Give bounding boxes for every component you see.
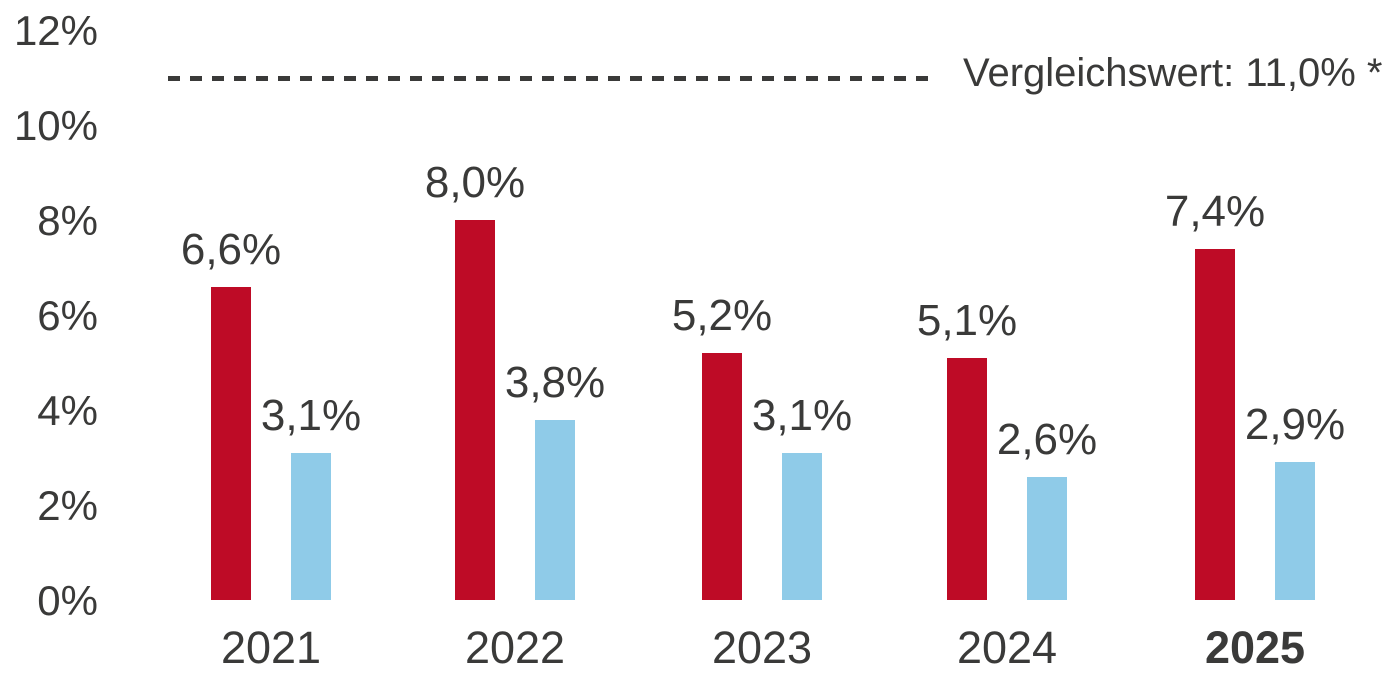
y-axis-tick-label: 2%: [37, 482, 98, 529]
x-axis-category-label-2023: 2023: [711, 622, 813, 673]
bar-2023-primary: [702, 353, 742, 600]
bar-2021-primary: [211, 286, 251, 600]
bar-value-label-2024-secondary: 2,6%: [996, 414, 1098, 464]
reference-line-label: Vergleichswert: 11,0% *: [963, 51, 1383, 95]
bar-2025-secondary: [1275, 462, 1315, 600]
y-axis-tick-label: 12%: [13, 7, 98, 54]
bar-value-label-2023-primary: 5,2%: [671, 291, 773, 340]
bar-2023-secondary: [782, 452, 822, 600]
x-axis-category-label-2024: 2024: [956, 622, 1058, 673]
y-axis-tick-label: 6%: [37, 292, 98, 339]
y-axis-tick-label: 10%: [13, 102, 98, 149]
bar-2022-primary: [455, 220, 495, 600]
y-axis-tick-label: 0%: [37, 577, 98, 624]
bar-value-label-2021-secondary: 3,1%: [260, 390, 362, 440]
bar-2021-secondary: [291, 452, 331, 600]
bar-value-label-2025-secondary: 2,9%: [1244, 400, 1346, 450]
x-axis-category-label-2025: 2025: [1204, 622, 1306, 673]
bar-2025-primary: [1195, 248, 1235, 600]
y-axis-tick-label: 8%: [37, 197, 98, 244]
reference-line: [168, 75, 930, 81]
x-axis-category-label-2022: 2022: [464, 622, 566, 673]
bar-2024-secondary: [1027, 476, 1067, 600]
bar-value-label-2022-primary: 8,0%: [424, 158, 526, 207]
bar-value-label-2025-primary: 7,4%: [1164, 186, 1266, 236]
x-axis-category-label-2021: 2021: [220, 622, 322, 673]
bar-2022-secondary: [535, 419, 575, 600]
bar-value-label-2021-primary: 6,6%: [180, 224, 282, 274]
bar-value-label-2022-secondary: 3,8%: [504, 357, 606, 407]
bar-2024-primary: [947, 357, 987, 600]
bar-value-label-2024-primary: 5,1%: [916, 295, 1018, 345]
bar-value-label-2023-secondary: 3,1%: [751, 390, 853, 440]
y-axis-tick-label: 4%: [37, 387, 98, 434]
